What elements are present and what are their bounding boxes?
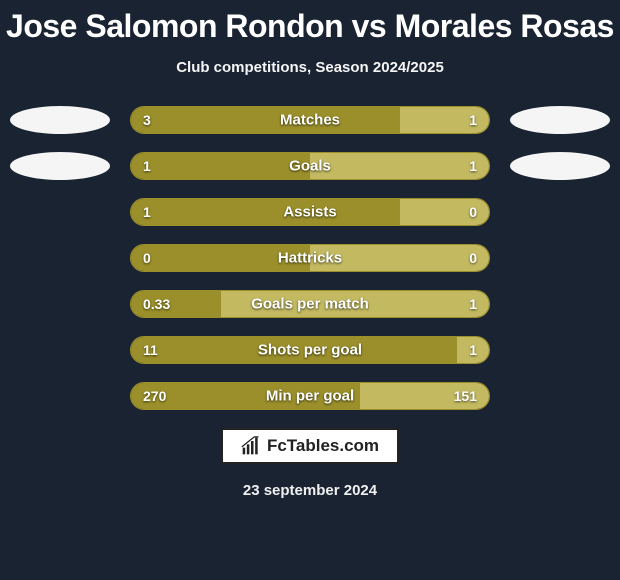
metric-label: Goals [289, 158, 331, 175]
metric-bar: 270 151 Min per goal [130, 382, 490, 410]
bar-segment-left [131, 107, 400, 133]
metric-bar: 1 1 Goals [130, 152, 490, 180]
metric-bar: 0.33 1 Goals per match [130, 290, 490, 318]
metric-row: 111Shots per goal [0, 336, 620, 364]
player-right-badge [510, 152, 610, 180]
page-subtitle: Club competitions, Season 2024/2025 [0, 59, 620, 76]
value-left: 270 [143, 388, 166, 404]
value-right: 1 [469, 158, 477, 174]
brand-label: FcTables.com [267, 436, 379, 456]
bar-segment-left [131, 153, 310, 179]
metric-row: 0 0 Hattricks [0, 244, 620, 272]
bar-segment-right [310, 153, 489, 179]
metric-bar: 1 0 Assists [130, 198, 490, 226]
value-right: 0 [469, 250, 477, 266]
value-right: 1 [469, 342, 477, 358]
value-left: 0.33 [143, 296, 170, 312]
player-right-badge [510, 106, 610, 134]
metric-label: Assists [283, 204, 336, 221]
metric-label: Matches [280, 112, 340, 129]
metric-label: Goals per match [251, 296, 369, 313]
value-right: 151 [454, 388, 477, 404]
metric-bar: 0 0 Hattricks [130, 244, 490, 272]
metric-row: 0.33 1 Goals per match [0, 290, 620, 318]
chart-icon [241, 436, 261, 456]
metric-row: 1 1 Goals [0, 152, 620, 180]
metric-label: Min per goal [266, 388, 354, 405]
metric-bar: 111Shots per goal [130, 336, 490, 364]
date-label: 23 september 2024 [0, 482, 620, 499]
metric-label: Shots per goal [258, 342, 362, 359]
player-left-badge [10, 106, 110, 134]
metric-row: 3 1 Matches [0, 106, 620, 134]
metric-bar: 3 1 Matches [130, 106, 490, 134]
value-left: 1 [143, 204, 151, 220]
page-title: Jose Salomon Rondon vs Morales Rosas [0, 0, 620, 45]
value-right: 1 [469, 112, 477, 128]
value-right: 1 [469, 296, 477, 312]
value-left: 0 [143, 250, 151, 266]
value-left: 3 [143, 112, 151, 128]
value-left: 11 [143, 342, 158, 358]
value-left: 1 [143, 158, 151, 174]
metric-row: 1 0 Assists [0, 198, 620, 226]
brand-logo: FcTables.com [221, 428, 399, 464]
metric-row: 270 151 Min per goal [0, 382, 620, 410]
metric-label: Hattricks [278, 250, 342, 267]
comparison-chart: 31Matches11Goals10Assists00Hattricks0.33… [0, 106, 620, 410]
footer: FcTables.com [0, 428, 620, 464]
bar-segment-left [131, 199, 400, 225]
value-right: 0 [469, 204, 477, 220]
player-left-badge [10, 152, 110, 180]
